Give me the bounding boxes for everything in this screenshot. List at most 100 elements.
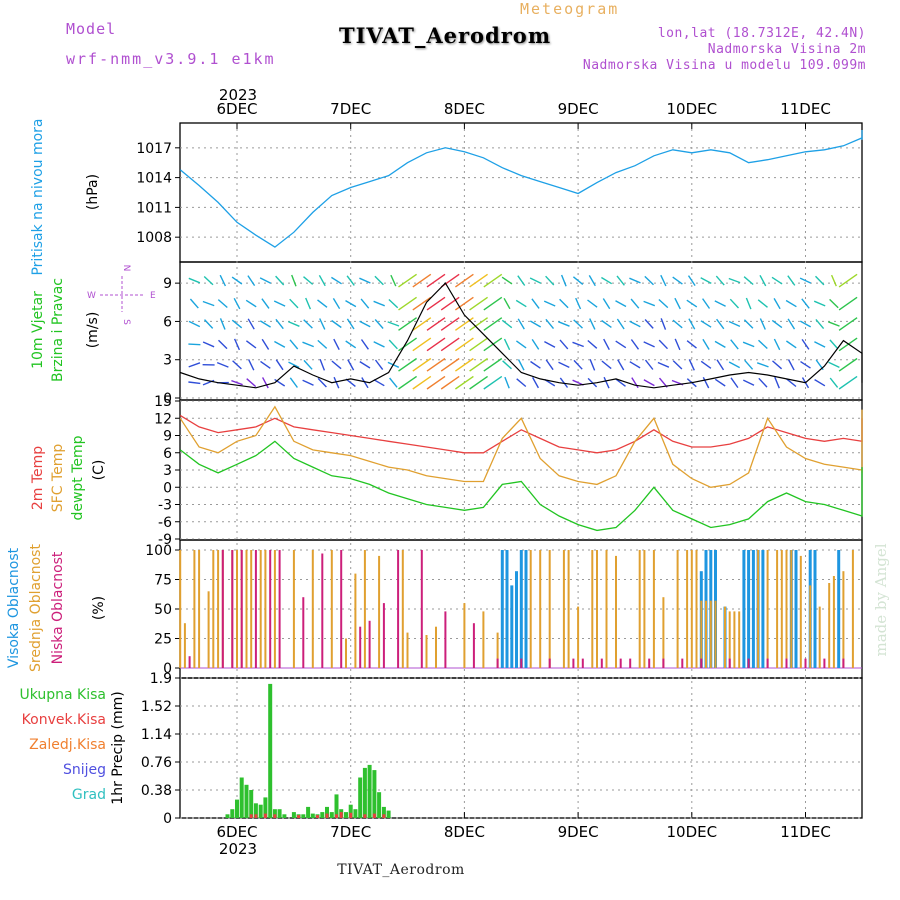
wind-arrow (801, 298, 810, 309)
wind-arrow (815, 318, 825, 330)
wind-arrow (545, 318, 555, 330)
wind-arrows (188, 273, 858, 390)
cloud-panel: Visoka Oblacnost Srednja Oblacnost Niska… (6, 543, 862, 677)
precip-bar (272, 809, 277, 818)
cloud-bar (311, 550, 314, 668)
wind-arrow (660, 318, 667, 330)
cloud-bar (652, 550, 655, 668)
cloud-bar (231, 550, 234, 668)
wind-arrow (203, 275, 214, 286)
wind-arrow (702, 376, 710, 389)
compass-west: W (87, 291, 96, 301)
wind-arrow (559, 339, 569, 350)
bottom-day-label: 7DEC (330, 823, 371, 841)
wind-arrow (543, 300, 556, 307)
wind-arrow (483, 273, 503, 288)
wind-arrow (217, 299, 228, 309)
wind-arrow (757, 299, 768, 308)
wind-arrow (412, 337, 432, 352)
cloud-bar (567, 550, 570, 668)
pressure-tick-label: 1014 (136, 171, 172, 187)
cloud-bar (799, 555, 802, 668)
wind-arrow (454, 337, 474, 352)
wind-arrow (440, 375, 460, 390)
wind-arrow (531, 298, 540, 309)
cloud-bar (823, 658, 826, 668)
wind-arrow (360, 339, 369, 350)
wind-arrow (345, 299, 357, 308)
wind-arrow (247, 359, 255, 371)
precip-bar (249, 814, 253, 818)
wind-arrow (302, 379, 314, 386)
wind-arrow (615, 300, 627, 308)
model-elevation-label: Nadmorska Visina u modelu 109.099m (583, 58, 866, 73)
wind-arrow (331, 276, 342, 285)
cloud-bar (240, 550, 243, 668)
wind-speed-line (180, 282, 863, 389)
wind-arrow (388, 298, 399, 309)
temp-tick-label: 12 (154, 411, 172, 427)
wind-arrow (829, 339, 839, 350)
cloud-bar (425, 635, 428, 668)
wind-arrow (469, 317, 489, 331)
temp-tick-label: 15 (154, 394, 172, 410)
wind-arrow (501, 319, 513, 329)
wind-arrow (588, 275, 596, 287)
temp-tick-label: -6 (158, 515, 172, 531)
wind-arrow (188, 320, 201, 328)
wind-arrow (686, 299, 698, 308)
wind-arrow (246, 378, 257, 388)
wind-arrow (398, 296, 417, 311)
wind-arrow (202, 341, 215, 348)
cloud-bar (738, 611, 741, 668)
cloud-bar (435, 626, 437, 668)
wind-arrow (786, 378, 797, 388)
wind-arrow (643, 379, 655, 387)
wind-arrow (830, 274, 837, 287)
wind-arrow (483, 357, 503, 372)
wind-arrow (531, 377, 540, 389)
wind-arrow (303, 276, 314, 285)
wind-arrow (259, 320, 271, 328)
wind-arrow (688, 318, 696, 330)
cloud-bar (198, 550, 201, 668)
cloud-bar (397, 550, 400, 668)
wind-arrow (686, 340, 697, 349)
wind-arrow (615, 378, 626, 387)
cloud-bar (813, 550, 817, 668)
wind-arrow (603, 338, 610, 351)
precip-bar (381, 806, 386, 818)
wind-arrow (426, 317, 446, 331)
wind-arrow (388, 339, 398, 350)
wind-arrow (274, 378, 286, 387)
wind-arrow (426, 357, 446, 372)
wind-arrow (716, 318, 725, 330)
wind-arrow (531, 339, 540, 350)
wind-arrow (688, 359, 695, 371)
precip-panel: Ukupna Kisa Konvek.Kisa Zaledj.Kisa Snijeg G… (19, 671, 862, 827)
wind-arrow (359, 361, 371, 369)
cloud-bar (804, 658, 807, 668)
wind-arrow (643, 300, 656, 307)
wind-arrow (714, 378, 726, 387)
wind-arrow (828, 361, 840, 369)
cloud-bar (695, 550, 698, 668)
wind-arrow (317, 339, 328, 349)
wind-arrow (544, 340, 556, 348)
wind-arrow (454, 357, 474, 372)
wind-arrow (838, 296, 858, 311)
pressure-series-line (179, 130, 863, 248)
cloud-bar (747, 658, 750, 668)
temperature-line-2 (179, 440, 863, 532)
precip-bar (372, 813, 376, 818)
precip-legend-entry: Ukupna Kisa (19, 687, 106, 703)
wind-arrow (426, 375, 446, 390)
cloud-bar (728, 658, 731, 668)
wind-arrow (674, 297, 681, 310)
wind-arrow (303, 319, 313, 329)
temp-unit: (C) (91, 460, 107, 481)
cloud-bar (363, 550, 366, 668)
cloud-bar (619, 658, 622, 668)
cloud-mid-ylabel: Srednja Oblacnost (28, 544, 44, 672)
cloud-tick-label: 0 (163, 661, 172, 677)
